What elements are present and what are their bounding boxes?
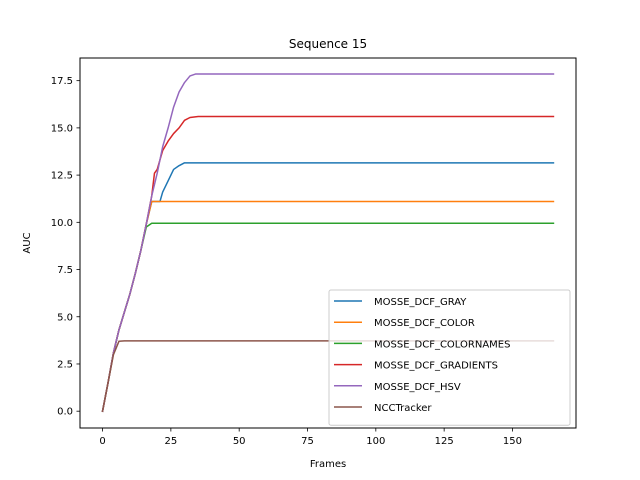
x-tick-label-2: 50 [233,436,246,447]
chart-title: Sequence 15 [289,37,367,51]
y-tick-label-0: 0.0 [57,407,73,418]
axes-frame [79,57,577,429]
y-tick-label-5: 12.5 [51,171,73,182]
legend-label-2: MOSSE_DCF_COLORNAMES [374,339,510,350]
y-tick-label-4: 10.0 [51,218,73,229]
x-tick-label-0: 0 [99,436,105,447]
legend: MOSSE_DCF_GRAY MOSSE_DCF_COLOR MOSSE_DCF_C… [328,289,571,426]
x-tick-label-1: 25 [164,436,177,447]
y-tick-label-1: 2.5 [57,359,73,370]
legend-label-3: MOSSE_DCF_GRADIENTS [374,361,498,372]
x-tick-label-6: 150 [503,436,522,447]
legend-label-1: MOSSE_DCF_COLOR [374,318,475,329]
legend-box [328,289,571,426]
series-line-5 [101,340,555,413]
x-tick-label-3: 75 [301,436,314,447]
x-axis-label: Frames [310,459,346,470]
y-axis-label: AUC [22,232,33,253]
x-tick-label-4: 100 [366,436,385,447]
legend-label-0: MOSSE_DCF_GRAY [374,297,467,308]
y-tick-label-2: 5.0 [57,312,73,323]
y-axis-ticks: 0.0 2.5 5.0 7.5 10.0 12.5 15.0 17.5 [51,76,80,418]
x-axis-ticks: 0 25 50 75 100 125 150 [99,428,522,447]
y-tick-label-6: 15.0 [51,123,73,134]
legend-label-4: MOSSE_DCF_HSV [374,382,461,393]
legend-label-5: NCCTracker [374,403,432,414]
x-tick-label-5: 125 [435,436,454,447]
y-tick-label-7: 17.5 [51,76,73,87]
y-tick-label-3: 7.5 [57,265,73,276]
series-line-4 [101,73,555,413]
plot-area [101,73,555,413]
